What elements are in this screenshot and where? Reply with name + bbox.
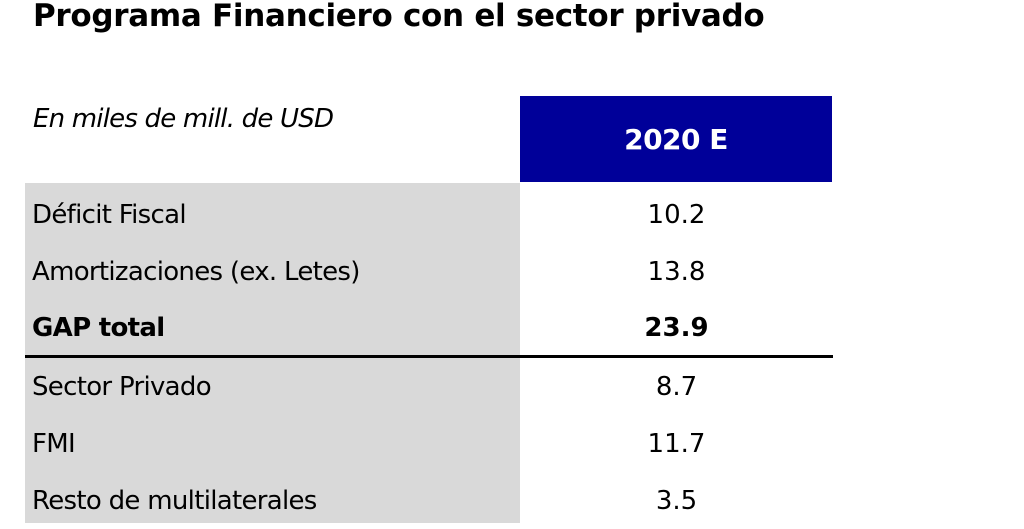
row-label: Resto de multilaterales	[32, 485, 317, 516]
table-row-gap-total: GAP total 23.9	[25, 300, 833, 358]
financial-table: Déficit Fiscal 10.2 Amortizaciones (ex. …	[25, 186, 833, 529]
table-row-amortizaciones: Amortizaciones (ex. Letes) 13.8	[25, 243, 833, 300]
table-row-deficit-fiscal: Déficit Fiscal 10.2	[25, 186, 833, 243]
page-title: Programa Financiero con el sector privad…	[33, 0, 765, 34]
row-value: 10.2	[647, 199, 706, 230]
row-label: FMI	[32, 428, 76, 459]
table-row-fmi: FMI 11.7	[25, 415, 833, 472]
row-value: 13.8	[647, 256, 706, 287]
row-value: 3.5	[655, 485, 698, 516]
table-row-resto-multilaterales: Resto de multilaterales 3.5	[25, 472, 833, 529]
label-column-background	[25, 183, 520, 523]
column-header-year: 2020 E	[520, 96, 832, 182]
row-label: GAP total	[32, 312, 165, 343]
row-label: Amortizaciones (ex. Letes)	[32, 256, 360, 287]
row-value: 11.7	[647, 428, 706, 459]
units-label: En miles de mill. de USD	[33, 104, 334, 134]
row-label: Déficit Fiscal	[32, 199, 187, 230]
row-value: 8.7	[655, 371, 698, 402]
row-value: 23.9	[644, 312, 709, 343]
row-label: Sector Privado	[32, 371, 212, 402]
table-row-sector-privado: Sector Privado 8.7	[25, 358, 833, 415]
